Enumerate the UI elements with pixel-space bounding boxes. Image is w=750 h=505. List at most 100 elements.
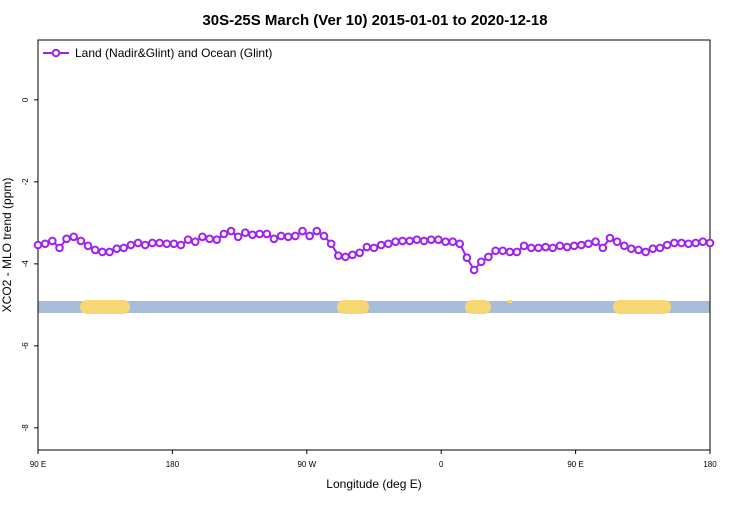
data-point: [405, 236, 414, 246]
data-point: [133, 238, 143, 248]
data-point: [112, 244, 121, 253]
data-point: [398, 236, 407, 246]
data-point: [226, 226, 236, 236]
land-segment: [508, 300, 512, 303]
data-point: [190, 237, 200, 247]
legend-marker: [51, 48, 61, 58]
x-tick-label: 0: [439, 460, 444, 469]
data-point: [212, 235, 222, 244]
data-point: [698, 237, 708, 247]
data-point: [491, 246, 500, 256]
data-point: [670, 238, 679, 248]
x-tick-label: 90 E: [30, 460, 46, 469]
data-point: [140, 240, 150, 250]
data-point: [505, 247, 515, 257]
data-point: [627, 244, 636, 253]
y-tick-label: -2: [21, 178, 30, 186]
data-point: [541, 242, 550, 252]
x-tick-label: 90 E: [567, 460, 583, 469]
data-point: [562, 242, 572, 252]
x-tick-label: 180: [703, 460, 717, 469]
data-point: [69, 232, 78, 242]
data-point: [198, 232, 207, 242]
data-point: [662, 240, 672, 250]
data-point: [319, 231, 329, 241]
land-segment: [465, 300, 491, 314]
data-point: [526, 243, 536, 253]
data-point: [312, 226, 322, 236]
data-point: [484, 252, 493, 262]
data-point: [555, 241, 565, 251]
data-point: [169, 239, 179, 249]
data-point: [276, 231, 286, 241]
data-point: [119, 243, 129, 253]
data-point: [605, 233, 615, 243]
data-point: [584, 239, 593, 249]
data-point: [248, 230, 257, 240]
data-point: [384, 239, 393, 249]
data-point: [205, 234, 214, 244]
legend-label: Land (Nadir&Glint) and Ocean (Glint): [75, 46, 272, 60]
data-point: [55, 243, 64, 253]
data-point: [155, 238, 164, 248]
data-point: [62, 234, 71, 244]
data-point: [548, 243, 558, 253]
data-point: [98, 247, 107, 257]
data-point: [498, 246, 508, 256]
data-point: [705, 238, 715, 248]
data-point: [419, 236, 429, 246]
data-point: [40, 239, 50, 249]
data-point: [434, 235, 443, 244]
data-point: [476, 257, 486, 267]
y-tick-label: -6: [21, 342, 30, 350]
x-tick-label: 180: [166, 460, 180, 469]
data-point: [355, 248, 364, 258]
data-point: [512, 247, 522, 257]
data-point: [691, 238, 700, 248]
x-tick-label: 90 W: [297, 460, 316, 469]
data-point: [684, 239, 693, 249]
data-point: [362, 242, 372, 252]
data-point: [598, 243, 608, 253]
data-point: [648, 244, 658, 253]
data-point: [441, 237, 450, 247]
data-point: [677, 238, 686, 248]
data-point: [469, 265, 479, 275]
data-point: [126, 240, 136, 250]
data-point: [262, 229, 272, 239]
data-point: [591, 237, 600, 247]
y-axis-label: XCO2 - MLO trend (ppm): [0, 178, 14, 313]
data-point: [305, 231, 314, 241]
data-point: [233, 232, 243, 242]
data-point: [641, 247, 650, 257]
data-point: [576, 240, 586, 250]
data-point: [269, 234, 279, 244]
data-point: [90, 245, 100, 255]
data-point: [33, 240, 43, 250]
chart-title: 30S-25S March (Ver 10) 2015-01-01 to 202…: [202, 12, 547, 29]
ocean-band: [38, 301, 710, 313]
data-point: [534, 243, 543, 253]
data-point: [240, 228, 250, 237]
data-point: [462, 253, 472, 263]
data-point: [334, 251, 343, 260]
data-point: [326, 239, 336, 249]
data-point: [219, 229, 229, 239]
data-point: [105, 247, 114, 257]
land-segment: [337, 300, 369, 314]
land-segment: [613, 300, 671, 314]
data-point: [348, 250, 357, 260]
data-point: [298, 226, 307, 236]
data-point: [569, 241, 579, 251]
data-point: [376, 240, 386, 250]
data-point: [448, 237, 457, 247]
data-point: [291, 231, 300, 241]
data-point: [255, 229, 264, 239]
data-point: [48, 236, 57, 246]
data-point: [76, 236, 86, 246]
data-point: [83, 241, 93, 251]
data-point: [619, 241, 629, 251]
data-point: [455, 239, 465, 249]
data-point: [148, 238, 157, 248]
